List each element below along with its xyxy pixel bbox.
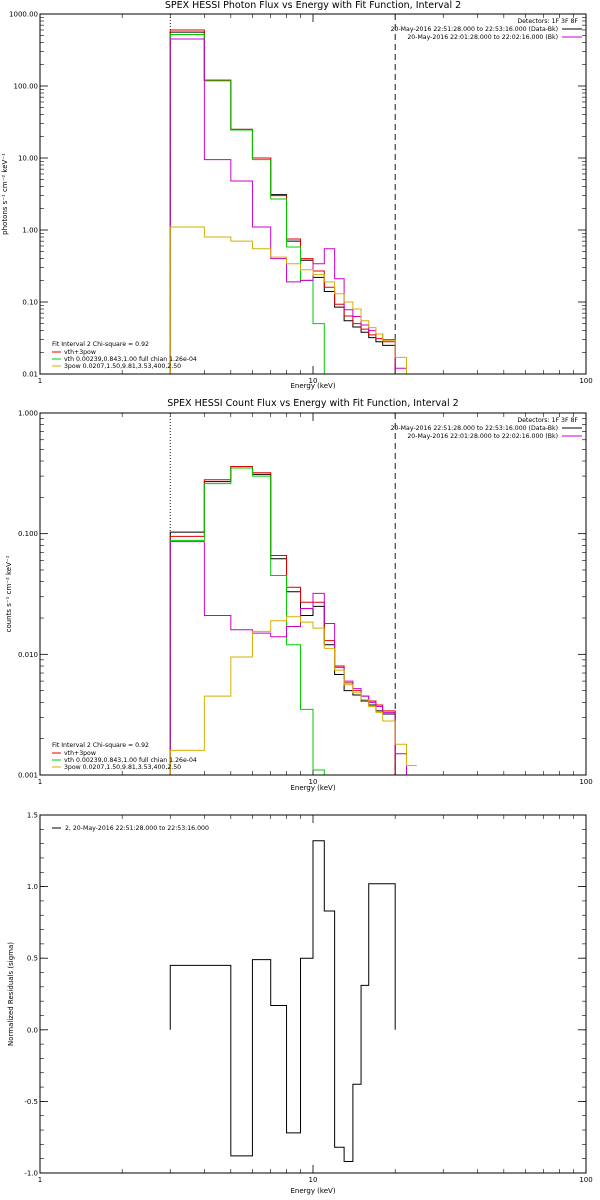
x-tick-label: 1 <box>38 377 42 385</box>
x-tick-label: 10 <box>309 778 318 786</box>
y-tick-label: 0.100 <box>18 530 38 538</box>
photon-legend-detectors: Detectors: 1F 3F 8F <box>517 18 578 25</box>
series-2-step-line <box>169 467 325 775</box>
x-tick-label: 1 <box>38 778 42 786</box>
photon-flux-panel: SPEX HESSI Photon Flux vs Energy with Fi… <box>1 0 593 390</box>
y-tick-label: 10.00 <box>18 155 38 163</box>
count-legend-bk: 20-May-2016 22:01:28.000 to 22:02:16.000… <box>407 433 558 440</box>
count-flux-xlabel: Energy (keV) <box>290 784 335 792</box>
x-tick-label: 10 <box>309 377 318 385</box>
series-3-step-line <box>169 541 407 775</box>
photon-legend-data-bk: 20-May-2016 22:51:28.000 to 22:53:16.000… <box>391 26 558 33</box>
count-flux-title: SPEX HESSI Count Flux vs Energy with Fit… <box>167 398 458 409</box>
y-tick-label: 1000.00 <box>9 11 38 19</box>
x-tick-label: 1 <box>38 1176 42 1184</box>
count-flux-legend-right: Detectors: 1F 3F 8F 20-May-2016 22:51:28… <box>391 417 582 440</box>
count-legend-vth: vth 0.00239,0.843,1.00 full chian 1.26e-… <box>64 757 197 764</box>
photon-legend-fit-header: Fit Interval 2 Chi-square = 0.92 <box>52 341 149 348</box>
residuals-xlabel: Energy (keV) <box>290 1187 335 1195</box>
count-legend-detectors: Detectors: 1F 3F 8F <box>517 417 578 424</box>
photon-flux-frame <box>39 13 587 375</box>
y-tick-label: 1.0 <box>27 883 38 891</box>
y-tick-label: -1.0 <box>24 1170 38 1178</box>
photon-flux-legend-left: Fit Interval 2 Chi-square = 0.92 vth+3po… <box>52 341 197 370</box>
y-tick-label: 0.010 <box>18 651 38 659</box>
count-flux-frame <box>39 412 587 776</box>
residuals-legend-label: 2, 20-May-2016 22:51:28.000 to 22:53:16.… <box>65 825 209 832</box>
series-3-step-line <box>169 38 407 374</box>
y-tick-label: 0.01 <box>22 371 38 379</box>
y-tick-label: 0.10 <box>22 299 38 307</box>
series-4-step-line <box>169 226 417 375</box>
photon-flux-xlabel: Energy (keV) <box>290 382 335 390</box>
residuals-frame <box>39 814 587 1174</box>
photon-flux-legend-right: Detectors: 1F 3F 8F 20-May-2016 22:51:28… <box>391 18 582 41</box>
y-tick-label: 1.00 <box>22 227 38 235</box>
count-flux-ylabel: counts s⁻¹ cm⁻² keV⁻¹ <box>5 555 13 632</box>
y-tick-label: -0.5 <box>24 1098 38 1106</box>
x-tick-label: 100 <box>579 377 592 385</box>
y-tick-label: 0.001 <box>18 772 38 780</box>
residuals-legend: 2, 20-May-2016 22:51:28.000 to 22:53:16.… <box>52 825 209 832</box>
x-tick-label: 100 <box>579 1176 592 1184</box>
y-tick-label: 1.5 <box>27 812 38 820</box>
count-legend-data-bk: 20-May-2016 22:51:28.000 to 22:53:16.000… <box>391 425 558 432</box>
residuals-ylabel: Normalized Residuals (sigma) <box>7 942 15 1046</box>
y-tick-label: 1.000 <box>18 410 38 418</box>
count-flux-legend-left: Fit Interval 2 Chi-square = 0.92 vth+3po… <box>52 742 197 771</box>
y-tick-label: 0.0 <box>27 1026 38 1034</box>
x-tick-label: 100 <box>579 778 592 786</box>
y-tick-label: 100.00 <box>14 83 39 91</box>
residuals-panel: 1 10 100-1.0-0.50.00.51.01.5 Energy (keV) … <box>7 812 593 1196</box>
y-tick-label: 0.5 <box>27 955 38 963</box>
photon-flux-ylabel: photons s⁻¹ cm⁻² keV⁻¹ <box>1 153 9 235</box>
photon-legend-vth3pow: vth+3pow <box>64 349 96 356</box>
count-flux-panel: SPEX HESSI Count Flux vs Energy with Fit… <box>5 398 593 792</box>
x-tick-label: 10 <box>309 1176 318 1184</box>
photon-legend-bk: 20-May-2016 22:01:28.000 to 22:02:16.000… <box>407 34 558 41</box>
count-legend-vth3pow: vth+3pow <box>64 750 96 757</box>
series-0-step-line <box>169 840 396 1163</box>
photon-legend-3pow: 3pow 0.0207,1.50,9.81,3.53,400,2.50 <box>64 363 181 370</box>
photon-flux-title: SPEX HESSI Photon Flux vs Energy with Fi… <box>165 0 461 11</box>
count-legend-3pow: 3pow 0.0207,1.50,9.81,3.53,400,2.50 <box>64 764 181 771</box>
photon-legend-vth: vth 0.00239,0.843,1.00 full chian 1.26e-… <box>64 356 197 363</box>
count-legend-fit-header: Fit Interval 2 Chi-square = 0.92 <box>52 742 149 749</box>
series-4-step-line <box>169 616 417 775</box>
